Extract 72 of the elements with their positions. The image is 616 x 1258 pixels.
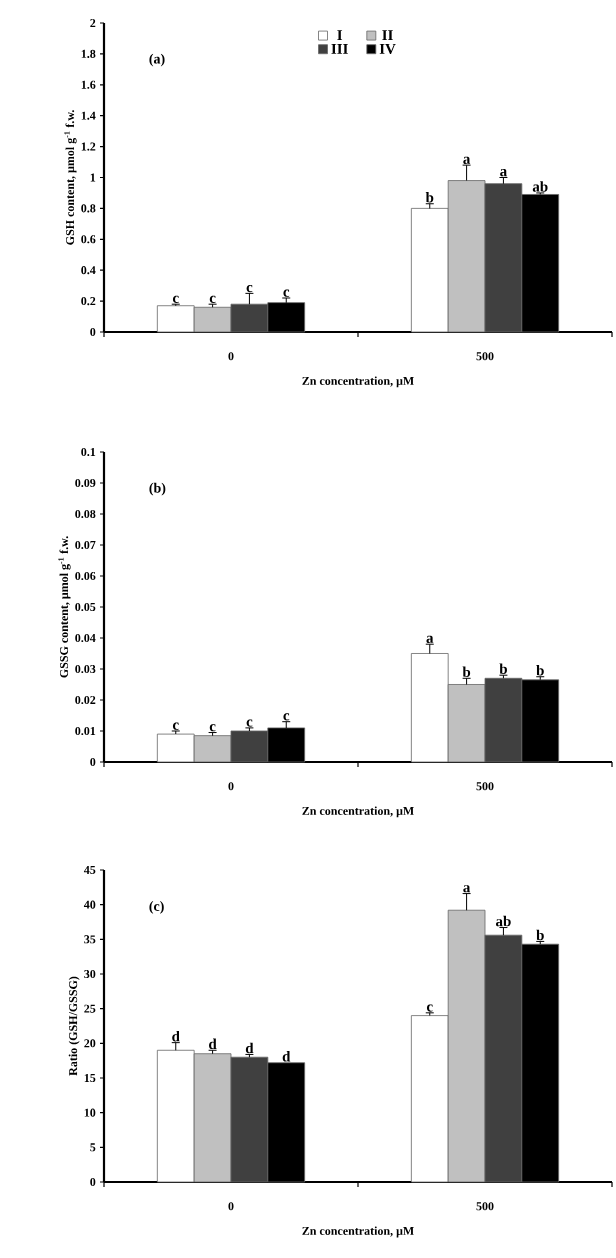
data-label: a xyxy=(500,169,507,177)
y-tick-label: 35 xyxy=(84,935,96,944)
x-axis-title: Zn concentration, μM xyxy=(302,806,414,818)
y-axis-title: GSH content, μmol g$^{-1}$ f.w. xyxy=(64,110,77,245)
y-tick-label: 20 xyxy=(84,1039,96,1048)
legend-label: I xyxy=(337,30,343,41)
annotation: (a) xyxy=(149,53,165,67)
y-tick-label: 5 xyxy=(90,1143,96,1152)
data-label: d xyxy=(209,1038,217,1050)
y-tick-label: 10 xyxy=(84,1108,96,1117)
y-tick-label: 1.2 xyxy=(81,142,96,151)
y-tick-label: 1.4 xyxy=(81,111,96,120)
y-tick-label: 0.2 xyxy=(81,297,96,306)
y-tick-label: 0.07 xyxy=(75,540,96,550)
y-axis-title: GSSG content, μmol g$^{-1}$ f.w. xyxy=(58,536,71,678)
y-tick-label: 0.6 xyxy=(81,235,96,244)
data-label: d xyxy=(172,1030,180,1042)
y-tick-label: 0.1 xyxy=(81,447,96,457)
y-tick-label: 0.03 xyxy=(75,664,96,674)
x-tick-label: 500 xyxy=(476,782,494,791)
y-tick-label: 0.08 xyxy=(75,509,96,519)
y-tick-label: 2 xyxy=(90,19,96,27)
legend-label: III xyxy=(331,43,348,54)
legend-label: IV xyxy=(379,43,396,54)
annotation: (c) xyxy=(149,901,164,914)
y-tick-label: 1 xyxy=(90,173,96,182)
data-label: ab xyxy=(495,915,511,927)
x-axis-title: Zn concentration, μM xyxy=(302,1226,414,1238)
data-label: c xyxy=(246,719,253,727)
y-tick-label: 0.02 xyxy=(75,695,96,705)
data-label: b xyxy=(536,665,544,676)
annotation: (b) xyxy=(149,482,166,496)
data-label: c xyxy=(246,284,253,293)
y-tick-label: 0.01 xyxy=(75,726,96,736)
y-tick-label: 0.8 xyxy=(81,204,96,213)
y-tick-label: 1.8 xyxy=(81,49,96,58)
data-label: c xyxy=(209,295,216,303)
data-label: a xyxy=(463,156,471,164)
legend-label: II xyxy=(382,30,393,41)
data-label: c xyxy=(283,713,290,721)
y-tick-label: 0 xyxy=(90,1177,96,1187)
data-label: ab xyxy=(532,181,548,192)
y-tick-label: 0.09 xyxy=(75,478,96,488)
x-tick-label: 500 xyxy=(476,352,494,361)
data-label: c xyxy=(172,722,179,730)
data-label: a xyxy=(426,635,434,643)
data-label: b xyxy=(536,929,544,941)
data-label: d xyxy=(282,1051,291,1062)
y-tick-label: 25 xyxy=(84,1004,96,1013)
y-tick-label: 0 xyxy=(90,757,96,767)
data-label: c xyxy=(283,289,290,297)
y-tick-label: 15 xyxy=(84,1073,96,1083)
data-label: a xyxy=(463,885,471,893)
x-axis-title: Zn concentration, μM xyxy=(302,376,414,388)
y-axis-title: Ratio (GSH/GSSG) xyxy=(68,976,80,1076)
y-tick-label: 40 xyxy=(83,900,96,909)
x-tick-label: 500 xyxy=(476,1202,494,1211)
y-tick-label: 0.04 xyxy=(75,633,96,643)
data-label: b xyxy=(462,666,471,678)
y-tick-label: 1.6 xyxy=(81,80,96,89)
y-tick-label: 0.05 xyxy=(75,602,96,612)
data-label: d xyxy=(245,1042,254,1054)
data-label: b xyxy=(499,663,507,674)
y-tick-label: 0.4 xyxy=(81,266,96,275)
data-label: c xyxy=(426,1004,433,1012)
y-tick-label: 45 xyxy=(83,865,96,874)
y-tick-label: 0.06 xyxy=(75,571,96,581)
data-label: c xyxy=(172,295,179,303)
data-label: c xyxy=(209,724,216,732)
y-tick-label: 30 xyxy=(84,969,96,979)
data-label: b xyxy=(425,192,434,203)
y-tick-label: 0 xyxy=(90,327,96,337)
